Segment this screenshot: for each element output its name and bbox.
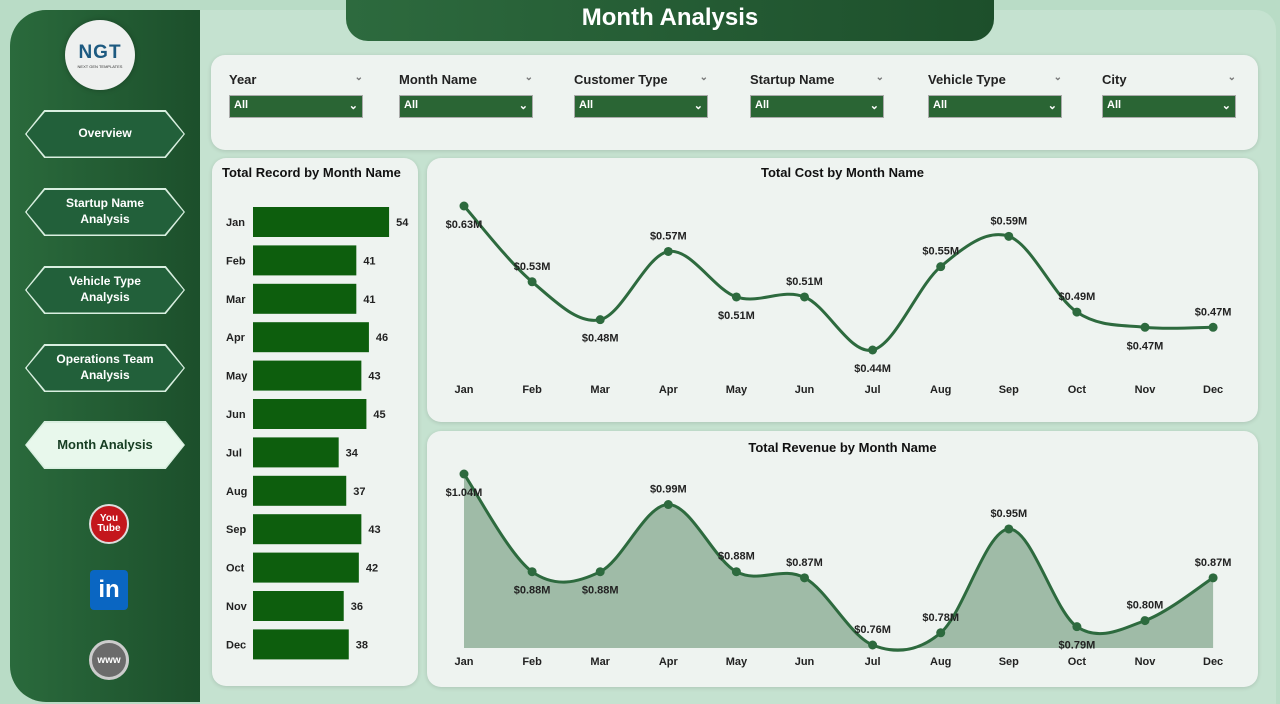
ngt-logo: NGT NEXT GEN TEMPLATES [65,20,135,90]
chevron-down-icon: ⌄ [1221,100,1231,112]
filter-label: Year ⌄ [229,72,363,87]
filter-city[interactable]: City ⌄ All ⌄ [1102,72,1236,118]
filter-customer-type[interactable]: Customer Type ⌄ All ⌄ [574,72,708,118]
filter-label: Month Name ⌄ [399,72,533,87]
filter-label: City ⌄ [1102,72,1236,87]
nav-operations-team-analysis[interactable]: Operations Team Analysis [25,344,185,392]
youtube-label: You Tube [97,513,121,534]
filter-label-text: City [1102,72,1127,87]
filter-dropdown[interactable]: All ⌄ [1102,95,1236,118]
filter-value: All [1107,99,1122,111]
nav-month-analysis[interactable]: Month Analysis [25,421,185,469]
filter-value: All [755,99,770,111]
cost-chart-card [427,158,1258,422]
filter-label-text: Vehicle Type [928,72,1006,87]
filter-label-text: Customer Type [574,72,668,87]
page-title: Month Analysis [346,0,994,41]
logo-subtitle: NEXT GEN TEMPLATES [77,63,123,69]
filter-label-text: Startup Name [750,72,835,87]
chevron-down-icon[interactable]: ⌄ [354,72,363,83]
globe-icon[interactable]: www [89,640,129,680]
linkedin-label: in [98,576,120,603]
nav-label: Overview [26,111,184,157]
youtube-icon[interactable]: You Tube [89,504,129,544]
filter-year[interactable]: Year ⌄ All ⌄ [229,72,363,118]
filter-startup-name[interactable]: Startup Name ⌄ All ⌄ [750,72,884,118]
nav-startup-name-analysis[interactable]: Startup Name Analysis [25,188,185,236]
filter-dropdown[interactable]: All ⌄ [750,95,884,118]
filter-label: Vehicle Type ⌄ [928,72,1062,87]
chevron-down-icon[interactable]: ⌄ [875,72,884,83]
nav-vehicle-type-analysis[interactable]: Vehicle Type Analysis [25,266,185,314]
nav-overview[interactable]: Overview [25,110,185,158]
filter-value: All [933,99,948,111]
nav-label: Operations Team Analysis [26,345,184,391]
record-chart-card [212,158,418,686]
filter-dropdown[interactable]: All ⌄ [928,95,1062,118]
chevron-down-icon: ⌄ [869,100,879,112]
filter-dropdown[interactable]: All ⌄ [229,95,363,118]
chevron-down-icon: ⌄ [518,100,528,112]
chevron-down-icon: ⌄ [693,100,703,112]
filter-dropdown[interactable]: All ⌄ [399,95,533,118]
logo-text: NGT [78,41,122,63]
chevron-down-icon: ⌄ [348,100,358,112]
chevron-down-icon[interactable]: ⌄ [699,72,708,83]
linkedin-icon[interactable]: in [90,570,128,610]
filter-vehicle-type[interactable]: Vehicle Type ⌄ All ⌄ [928,72,1062,118]
filter-dropdown[interactable]: All ⌄ [574,95,708,118]
chevron-down-icon[interactable]: ⌄ [1227,72,1236,83]
revenue-chart-title: Total Revenue by Month Name [748,440,937,455]
globe-label: www [97,654,121,666]
chevron-down-icon: ⌄ [1047,100,1057,112]
filter-label-text: Year [229,72,257,87]
nav-label: Month Analysis [26,422,184,468]
filter-panel [211,55,1258,150]
filter-value: All [404,99,419,111]
record-chart-title: Total Record by Month Name [222,165,401,180]
revenue-chart-card [427,431,1258,687]
chevron-down-icon[interactable]: ⌄ [1053,72,1062,83]
filter-label: Customer Type ⌄ [574,72,708,87]
chevron-down-icon[interactable]: ⌄ [524,72,533,83]
filter-value: All [579,99,594,111]
cost-chart-title: Total Cost by Month Name [761,165,924,180]
nav-label: Startup Name Analysis [26,189,184,235]
filter-label: Startup Name ⌄ [750,72,884,87]
nav-label: Vehicle Type Analysis [26,267,184,313]
filter-label-text: Month Name [399,72,477,87]
filter-value: All [234,99,249,111]
filter-month-name[interactable]: Month Name ⌄ All ⌄ [399,72,533,118]
